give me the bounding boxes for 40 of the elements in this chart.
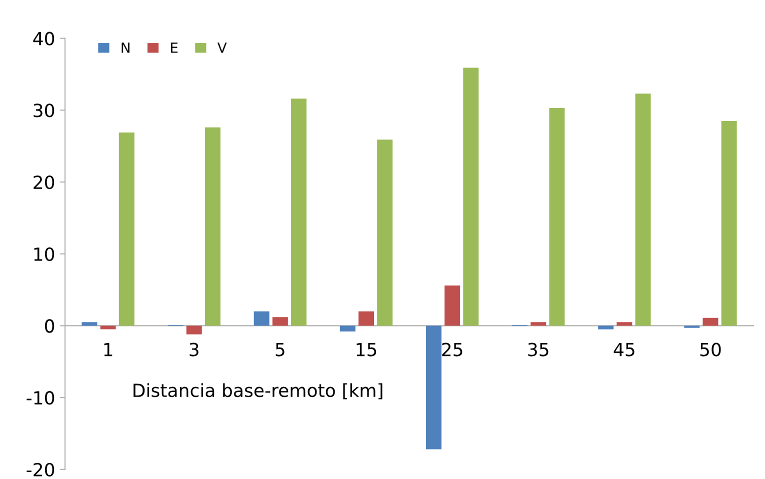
legend-label: V	[217, 42, 227, 53]
x-tick-label: 25	[442, 342, 462, 356]
bar	[616, 322, 632, 326]
bar	[82, 322, 98, 326]
bar	[272, 317, 288, 326]
legend-label: N	[122, 42, 130, 53]
bar	[340, 326, 356, 332]
x-axis-title: Distancia base-remoto [km]	[134, 383, 382, 400]
bar	[721, 120, 737, 326]
bar	[702, 318, 718, 326]
bar	[530, 322, 546, 326]
y-tick-label: 40	[33, 32, 54, 46]
bar	[254, 311, 270, 326]
bar	[186, 326, 202, 334]
bar	[598, 326, 614, 330]
x-tick-label: 45	[614, 342, 634, 356]
x-tick-label: 1	[104, 342, 112, 356]
bar	[426, 326, 442, 450]
x-tick-label: 3	[190, 342, 198, 356]
bar	[635, 94, 651, 326]
bar	[549, 108, 565, 326]
bar	[118, 132, 134, 326]
y-tick-label: 20	[34, 175, 54, 190]
bar	[377, 140, 393, 326]
y-tick-label: -10	[26, 391, 54, 405]
y-tick-label: 30	[34, 104, 54, 118]
bar	[100, 326, 116, 330]
x-tick-label: 5	[276, 342, 284, 356]
legend-label: E	[171, 42, 178, 53]
x-tick-label: 15	[356, 342, 376, 356]
bar	[291, 98, 307, 326]
bar	[444, 285, 460, 326]
x-tick-label: 35	[528, 342, 548, 356]
bar	[463, 68, 479, 326]
y-tick-label: 0	[45, 319, 54, 333]
y-tick-label: -20	[26, 462, 54, 477]
x-tick-label: 50	[700, 342, 721, 356]
bar	[204, 127, 220, 326]
bar	[358, 311, 374, 326]
y-tick-label: 10	[34, 247, 54, 261]
